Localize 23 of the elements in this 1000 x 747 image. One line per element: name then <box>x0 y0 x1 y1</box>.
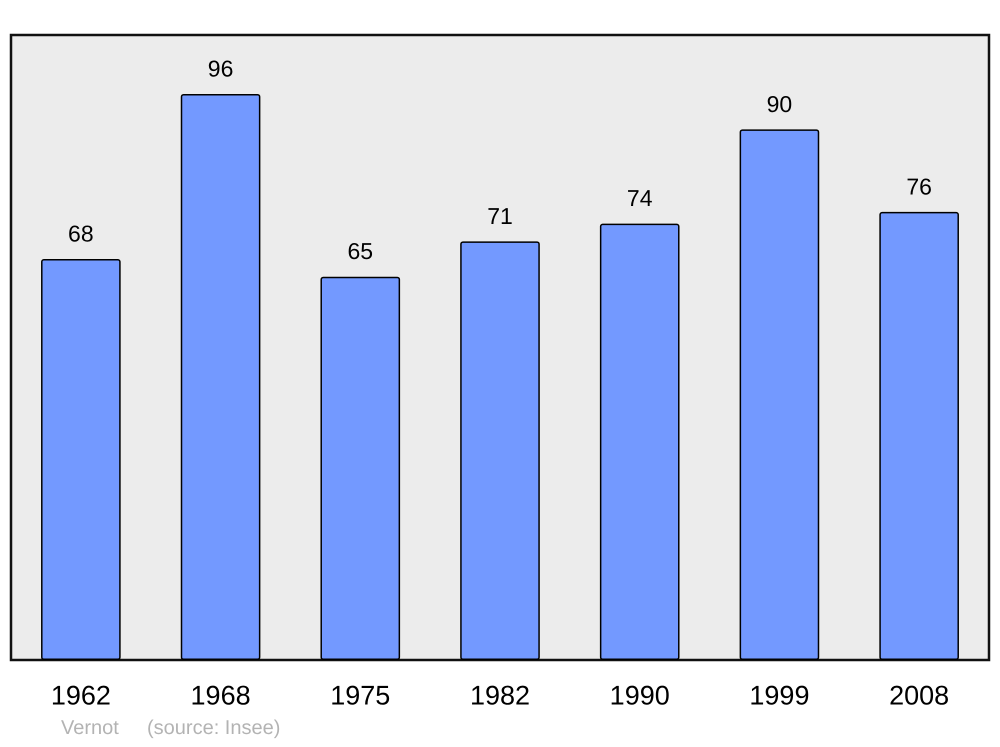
bar <box>320 276 400 660</box>
bar <box>460 241 540 660</box>
data-label: 76 <box>906 173 932 200</box>
x-tick-label: 1968 <box>190 680 251 710</box>
data-label: 68 <box>68 220 94 247</box>
bar <box>41 259 121 660</box>
bar <box>740 129 820 660</box>
data-label: 65 <box>347 238 374 264</box>
data-label: 71 <box>487 202 513 229</box>
x-tick-label: 1962 <box>50 680 111 710</box>
x-tick-label: 1982 <box>470 680 530 710</box>
x-tick-label: 1990 <box>610 680 670 710</box>
data-label: 74 <box>626 185 653 212</box>
data-label: 90 <box>766 90 792 117</box>
bar <box>879 212 959 660</box>
text: Vernot <box>61 717 120 739</box>
text: (source: Insee) <box>147 717 280 739</box>
data-label: 96 <box>208 55 234 82</box>
x-tick-label: 1999 <box>749 680 810 710</box>
bar <box>180 94 260 660</box>
x-tick-label: 1975 <box>330 680 390 710</box>
bar <box>600 224 680 660</box>
x-tick-label: 2008 <box>889 680 950 710</box>
